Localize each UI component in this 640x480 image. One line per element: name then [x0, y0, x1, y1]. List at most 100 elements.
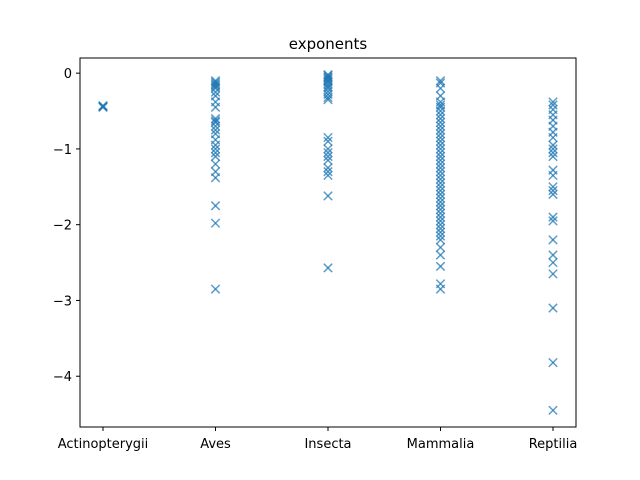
x-tick-label: Actinopterygii [58, 437, 149, 452]
x-tick-label: Aves [200, 437, 231, 452]
data-point [435, 235, 446, 245]
data-point [548, 151, 558, 162]
data-point [98, 102, 108, 112]
axes: Actinopterygii Aves Insecta Mammalia Reptili… [53, 67, 577, 452]
x-tick-label: Mammalia [407, 437, 475, 452]
chart-title: exponents [289, 35, 368, 53]
data-point [323, 263, 333, 273]
data-point [548, 357, 558, 368]
y-tick-label: −2 [53, 219, 72, 234]
data-point [435, 197, 446, 207]
x-tick-label: Insecta [304, 437, 351, 452]
data-point [435, 144, 446, 154]
data-point [548, 216, 558, 226]
data-point [548, 182, 558, 192]
data-point [435, 113, 446, 124]
data-point [210, 147, 221, 158]
data-point [548, 250, 558, 260]
y-tick-label: 0 [64, 67, 72, 82]
data-point [435, 231, 446, 241]
data-point [323, 136, 333, 147]
data-point [210, 113, 221, 124]
data-point [323, 132, 333, 143]
data-point [435, 185, 446, 196]
data-point [210, 121, 221, 131]
data-point [435, 102, 446, 112]
data-point [435, 125, 446, 135]
data-point [548, 144, 558, 154]
data-point [435, 170, 446, 181]
data-point [210, 218, 221, 228]
data-point [548, 140, 558, 150]
data-point [548, 235, 558, 245]
x-tick-label: Reptilia [529, 437, 578, 452]
data-point [435, 223, 446, 234]
data-point [435, 159, 446, 169]
data-point [435, 212, 446, 222]
data-point [435, 140, 446, 150]
data-point [210, 117, 221, 128]
data-point [548, 257, 558, 268]
data-point [435, 174, 446, 184]
data-points [98, 69, 558, 416]
data-point [323, 92, 333, 103]
data-point [210, 125, 221, 135]
data-point [548, 303, 558, 313]
data-point [435, 178, 446, 188]
data-point [323, 191, 333, 201]
data-point [435, 284, 446, 294]
data-point [548, 132, 558, 143]
data-point [323, 163, 333, 173]
data-point [548, 97, 558, 107]
data-point [435, 129, 446, 139]
data-point [323, 144, 333, 154]
data-point [435, 201, 446, 211]
data-point [435, 117, 446, 128]
data-point [323, 79, 333, 90]
data-point [323, 147, 333, 158]
y-tick-label: −3 [53, 294, 72, 309]
data-point [210, 151, 221, 162]
data-point [435, 155, 446, 166]
data-point [435, 110, 446, 120]
y-tick-label: −4 [53, 370, 72, 385]
data-point [548, 170, 558, 181]
data-point [435, 261, 446, 272]
data-point [435, 208, 446, 219]
data-point [210, 284, 221, 294]
data-point [210, 87, 221, 97]
data-point [323, 166, 333, 177]
data-point [435, 136, 446, 147]
data-point [210, 102, 221, 112]
data-point [435, 189, 446, 200]
data-point [435, 83, 446, 94]
y-tick-label: −1 [53, 143, 72, 158]
data-point [435, 151, 446, 162]
data-point [435, 166, 446, 177]
data-point [435, 106, 446, 116]
data-point [435, 121, 446, 131]
data-point [435, 250, 446, 260]
plot-frame [79, 57, 577, 428]
data-point [435, 132, 446, 143]
data-point [323, 155, 333, 166]
data-point [435, 182, 446, 192]
data-point [98, 101, 108, 111]
data-point [435, 204, 446, 215]
data-point [210, 140, 221, 150]
data-point [210, 172, 221, 183]
data-point [210, 159, 221, 169]
data-point [435, 227, 446, 238]
data-point [210, 201, 221, 211]
data-point [435, 163, 446, 173]
data-point [548, 269, 558, 279]
data-point [548, 185, 558, 196]
data-point [210, 144, 221, 154]
data-point [435, 76, 446, 86]
data-point [435, 147, 446, 158]
data-point [548, 189, 558, 200]
data-point [548, 405, 558, 416]
data-point [210, 80, 221, 91]
data-point [210, 83, 221, 94]
